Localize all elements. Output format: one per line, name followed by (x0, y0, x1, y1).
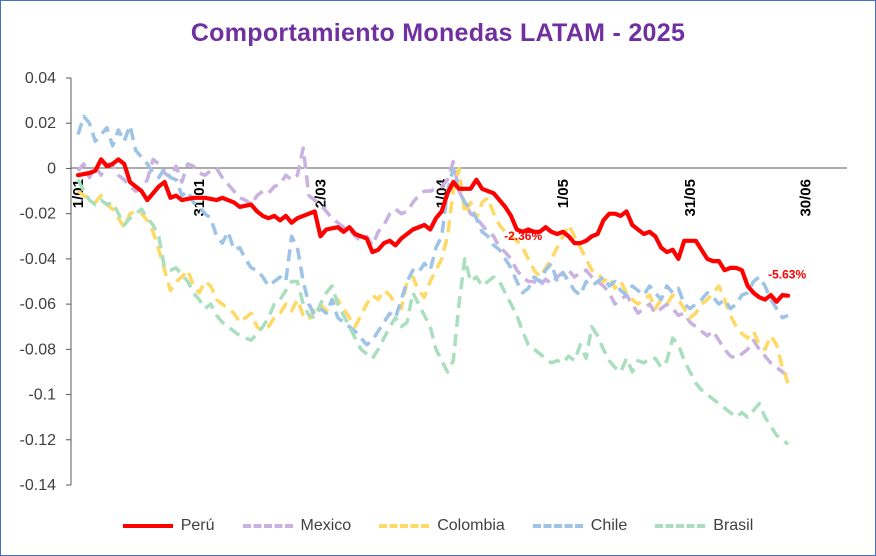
y-tick-label: -0.12 (20, 432, 57, 449)
legend-swatch (379, 524, 430, 528)
y-tick-label: -0.08 (20, 341, 57, 358)
x-date-label: 30/06 (797, 179, 814, 217)
legend-entry: Chile (532, 517, 628, 535)
y-tick-label: -0.04 (20, 251, 57, 268)
legend-entry: Perú (122, 517, 215, 535)
y-tick-label: 0.02 (25, 115, 56, 132)
legend-label: Chile (590, 517, 628, 534)
legend-swatch (122, 524, 173, 528)
chart-title: Comportamiento Monedas LATAM - 2025 (190, 19, 686, 47)
series-line-per (75, 157, 791, 304)
series-line-mexico (76, 146, 790, 378)
legend-entry: Brasil (655, 517, 753, 535)
y-tick-label: -0.06 (20, 296, 57, 313)
legend-swatch (532, 524, 583, 528)
legend-swatch (655, 524, 706, 528)
legend-label: Perú (180, 517, 215, 534)
x-date-label: 1/05 (555, 179, 572, 208)
data-label: -5.63% (768, 268, 806, 282)
legend-entry: Mexico (242, 517, 352, 535)
y-tick-label: -0.02 (20, 206, 57, 223)
data-label: -2.36% (504, 229, 542, 243)
y-tick-label: 0.04 (25, 70, 56, 87)
legend: Perú Mexico Colombia Chile Brasil (1, 515, 875, 537)
legend-label: Mexico (300, 517, 352, 534)
series-line-colombia (76, 166, 790, 384)
legend-label: Brasil (713, 517, 754, 534)
legend-entry: Colombia (379, 517, 505, 535)
y-tick-label: -0.14 (20, 477, 57, 494)
series-line-brasil (76, 178, 790, 446)
x-date-label: 31/05 (682, 179, 699, 217)
y-tick-label: 0 (47, 160, 56, 177)
legend-label: Colombia (437, 517, 505, 534)
x-date-label: 2/03 (312, 179, 329, 208)
series-line-chile (76, 114, 789, 347)
y-tick-label: -0.1 (28, 387, 56, 404)
legend-swatch (242, 524, 293, 528)
